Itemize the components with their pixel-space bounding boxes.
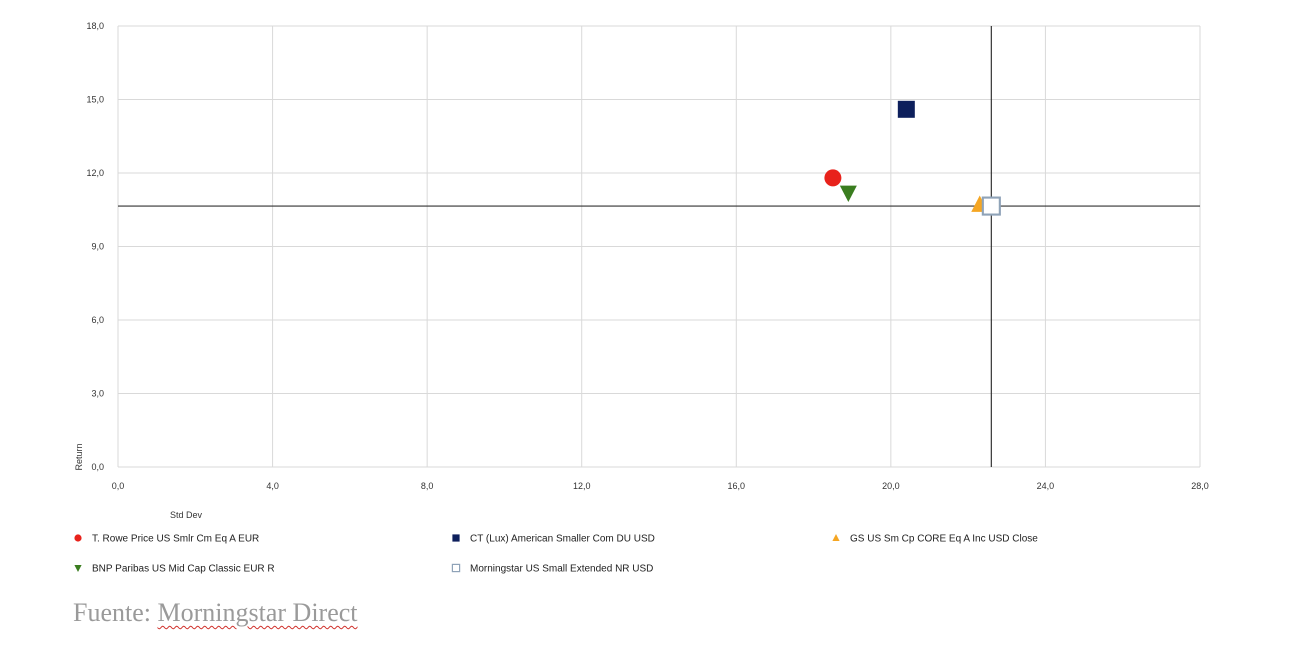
- source-prefix: Fuente:: [73, 598, 158, 627]
- legend-label: GS US Sm Cp CORE Eq A Inc USD Close: [850, 534, 1038, 545]
- legend-marker-triangle-down: [74, 565, 82, 572]
- y-tick-label: 12,0: [86, 168, 104, 178]
- y-tick-label: 0,0: [91, 462, 104, 472]
- data-point-circle: [824, 169, 842, 187]
- x-tick-label: 0,0: [112, 481, 125, 491]
- x-tick-label: 12,0: [573, 481, 591, 491]
- y-tick-label: 18,0: [86, 21, 104, 31]
- data-point-square-open: [981, 196, 1001, 216]
- x-tick-label: 4,0: [266, 481, 279, 491]
- x-tick-label: 28,0: [1191, 481, 1209, 491]
- reference-lines: [118, 26, 1200, 467]
- legend-marker-triangle-up: [832, 534, 840, 541]
- source-name: Morningstar Direct: [157, 598, 358, 627]
- legend-label: T. Rowe Price US Smlr Cm Eq A EUR: [92, 534, 259, 545]
- data-points: [824, 100, 1001, 216]
- data-point-triangle-down: [839, 185, 857, 202]
- legend-marker-square-open: [451, 563, 461, 573]
- x-axis-title: Std Dev: [170, 510, 203, 520]
- legend-label: BNP Paribas US Mid Cap Classic EUR R: [92, 564, 275, 575]
- legend-marker-circle: [74, 534, 82, 542]
- y-tick-label: 3,0: [91, 389, 104, 399]
- x-tick-label: 20,0: [882, 481, 900, 491]
- y-tick-label: 6,0: [91, 315, 104, 325]
- data-point-square: [897, 100, 915, 118]
- y-tick-label: 9,0: [91, 242, 104, 252]
- legend-label: CT (Lux) American Smaller Com DU USD: [470, 534, 655, 545]
- x-tick-label: 16,0: [728, 481, 746, 491]
- grid: [117, 25, 1201, 468]
- axis-ticks: 0,0 4,0 8,0 12,0 16,0 20,0 24,0 28,0 0,0 3,0 6,0 9,…: [86, 21, 1208, 491]
- source-note: Fuente: Morningstar Direct: [73, 598, 358, 628]
- legend-marker-square: [452, 534, 460, 542]
- y-tick-label: 15,0: [86, 95, 104, 105]
- x-tick-label: 24,0: [1037, 481, 1055, 491]
- legend: T. Rowe Price US Smlr Cm Eq A EUR CT (Lux…: [74, 534, 1038, 575]
- y-axis-title: Return: [74, 443, 84, 470]
- x-tick-label: 8,0: [421, 481, 434, 491]
- legend-label: Morningstar US Small Extended NR USD: [470, 564, 653, 575]
